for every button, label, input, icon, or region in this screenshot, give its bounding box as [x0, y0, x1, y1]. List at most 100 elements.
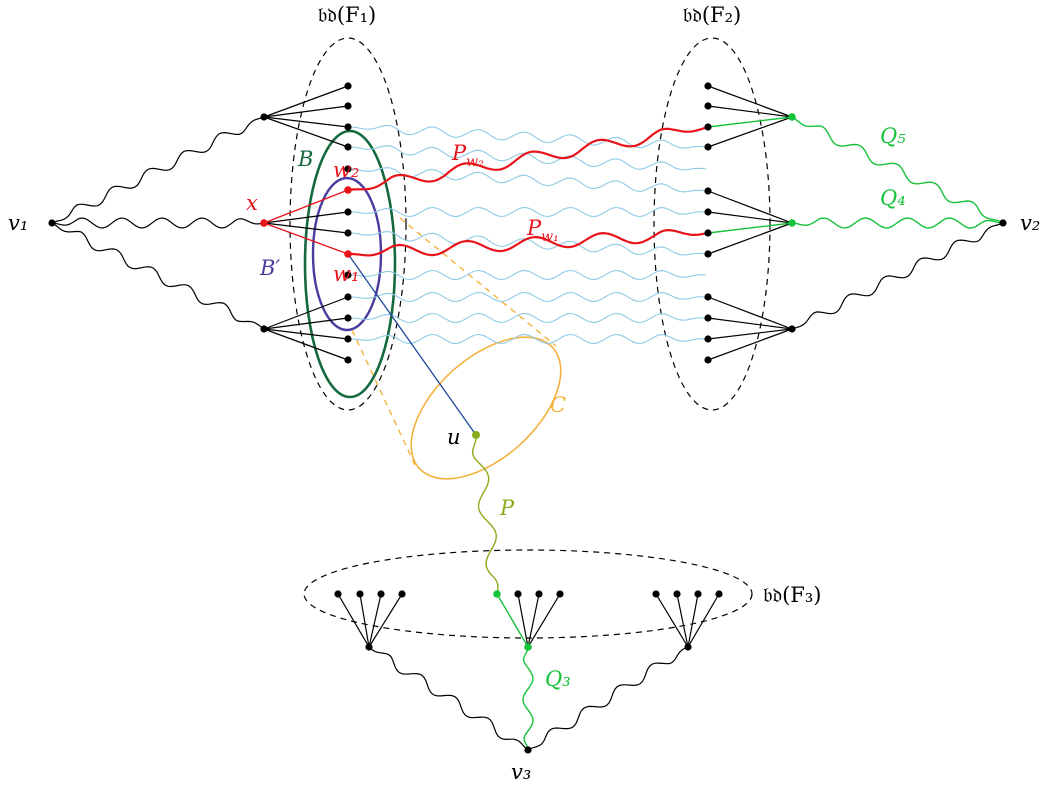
label-v3: v₃	[511, 760, 531, 784]
vertex	[704, 187, 712, 195]
vertex	[704, 335, 712, 343]
label-b: B	[297, 147, 313, 171]
vertex-f3-green-leaf	[493, 590, 501, 598]
cross-path	[351, 145, 707, 171]
f1-mid-fan	[263, 211, 349, 234]
path-q4	[791, 217, 1004, 229]
v1-to-f1-bottom-path	[51, 222, 265, 330]
vertex	[260, 113, 268, 121]
vertex	[344, 356, 352, 364]
red-paths	[347, 125, 709, 257]
c-tangent-top	[399, 217, 557, 347]
label-q3: Q₃	[545, 667, 571, 691]
f1-mid-fan-red	[263, 189, 349, 255]
f2-mid-fan-green	[707, 222, 793, 234]
vertex	[365, 643, 373, 651]
vertex	[535, 590, 543, 598]
vertex	[48, 219, 56, 227]
label-bd-f3: 𝔟𝔡(F₃)	[763, 583, 822, 607]
w1-to-u-edge	[347, 253, 477, 436]
path-p-w1	[347, 228, 709, 257]
label-w1: w₁	[333, 262, 359, 286]
vertex	[334, 590, 342, 598]
vertex	[704, 229, 712, 237]
cross-path	[351, 206, 707, 218]
vertex-u	[472, 431, 480, 439]
vertex	[344, 208, 352, 216]
vertex-w1	[344, 250, 352, 258]
vertex	[704, 82, 712, 90]
c-tangent-bottom	[351, 329, 416, 466]
v1-to-x-path	[51, 217, 265, 229]
set-b-prime-ellipse	[311, 176, 383, 332]
label-bd-f2: 𝔟𝔡(F₂)	[683, 3, 742, 27]
path-p	[471, 434, 499, 595]
vertex	[999, 219, 1007, 227]
v2-to-f2-bottom-path	[791, 222, 1004, 330]
vertex	[344, 102, 352, 110]
path-q3	[522, 646, 534, 751]
vertex	[694, 590, 702, 598]
vertex	[788, 325, 796, 333]
vertex	[704, 314, 712, 322]
f2-mid-fan	[707, 190, 793, 255]
vertex-f3-mid-hub	[524, 643, 532, 651]
vertex	[344, 271, 352, 279]
f3-right-fan	[655, 593, 720, 648]
black-paths	[51, 116, 1004, 751]
cross-path	[351, 124, 707, 149]
bd-f3-ellipse	[303, 549, 753, 639]
vertex	[524, 746, 532, 754]
vertex	[344, 314, 352, 322]
vertex-f2-top-hub	[788, 113, 796, 121]
label-p: P	[499, 496, 515, 520]
vertex	[704, 356, 712, 364]
label-v1: v₁	[8, 211, 28, 235]
vertex	[344, 335, 352, 343]
vertex	[556, 590, 564, 598]
vertex	[704, 293, 712, 301]
label-q4: Q₄	[880, 186, 906, 210]
f1-top-fan	[263, 85, 349, 148]
vertex-x	[260, 219, 268, 227]
red-vertices	[260, 186, 352, 258]
label-b-prime: B′	[259, 256, 280, 280]
label-c: C	[550, 393, 566, 417]
vertex	[704, 123, 712, 131]
path-q5	[791, 116, 1004, 224]
vertex	[514, 590, 522, 598]
vertex	[344, 229, 352, 237]
vertex	[344, 143, 352, 151]
cross-path	[351, 231, 707, 256]
vertex	[684, 643, 692, 651]
f2-top-fan-green	[707, 116, 793, 128]
f1-bottom-fan	[263, 296, 349, 361]
black-vertices	[48, 82, 1007, 754]
v3-to-f3-right-path	[527, 646, 689, 751]
label-bd-f1: 𝔟𝔡(F₁)	[318, 3, 377, 27]
vertex	[377, 590, 385, 598]
bd-f1-ellipse	[289, 37, 407, 411]
vertex	[344, 293, 352, 301]
cross-path	[351, 291, 707, 303]
cross-path	[351, 312, 707, 324]
vertex	[344, 165, 352, 173]
vertex	[704, 208, 712, 216]
f3-mid-fan	[517, 593, 561, 648]
vertex	[704, 250, 712, 258]
green-paths	[471, 116, 1004, 751]
cross-path	[351, 269, 707, 281]
v3-to-f3-left-path	[368, 646, 529, 751]
vertex	[652, 590, 660, 598]
vertex-w2	[344, 186, 352, 194]
label-p-w2: Pw₂	[451, 141, 484, 170]
set-b-ellipse	[303, 129, 397, 399]
vertex	[260, 325, 268, 333]
vertex	[715, 590, 723, 598]
label-v2: v₂	[1020, 211, 1040, 235]
label-x: x	[246, 191, 258, 215]
vertex	[344, 82, 352, 90]
vertex-f2-mid-hub	[788, 219, 796, 227]
vertex	[398, 590, 406, 598]
